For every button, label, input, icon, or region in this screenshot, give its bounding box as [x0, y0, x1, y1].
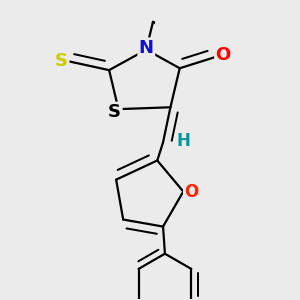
Text: H: H [176, 132, 190, 150]
Text: O: O [216, 46, 231, 64]
Text: O: O [184, 182, 199, 200]
Text: S: S [108, 103, 121, 121]
Text: N: N [139, 39, 154, 57]
Text: S: S [55, 52, 68, 70]
